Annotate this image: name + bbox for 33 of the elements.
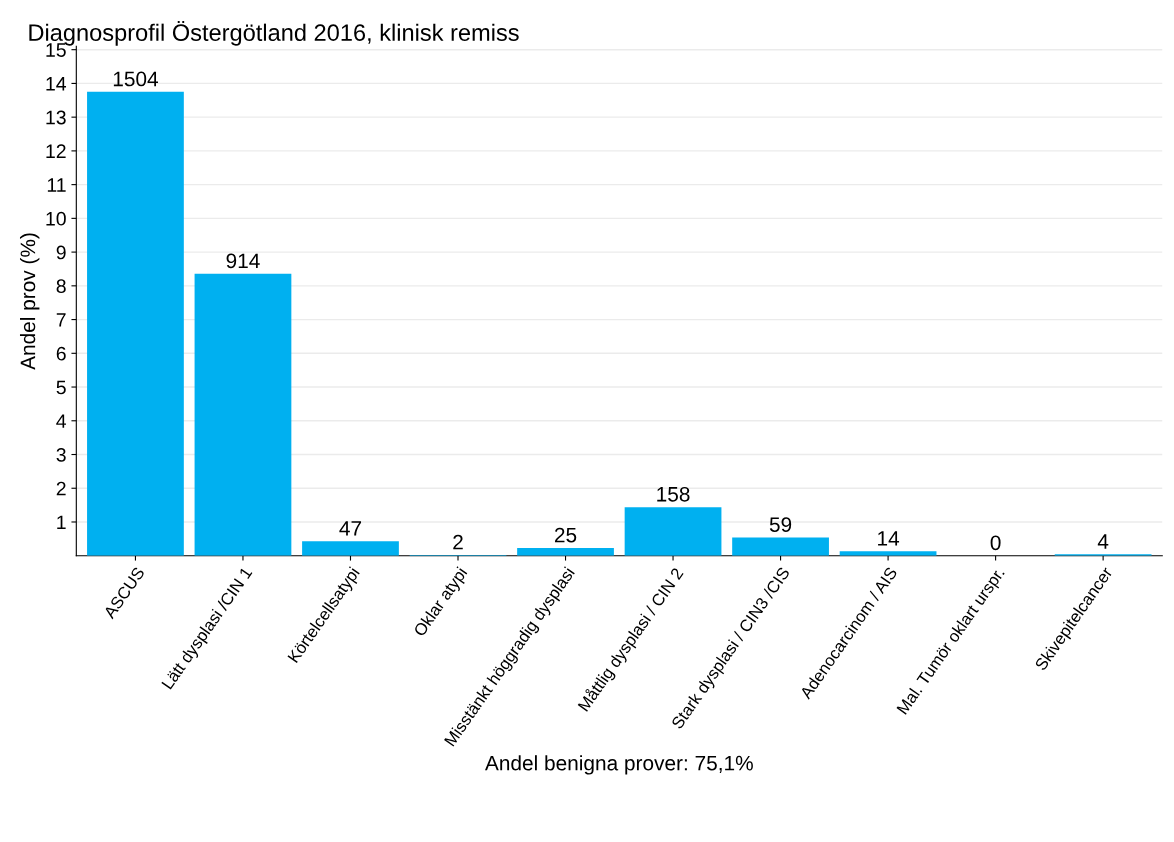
y-tick-label: 14 [46, 77, 67, 91]
bar [194, 273, 292, 556]
y-tick-label: 12 [46, 144, 66, 158]
bar [624, 507, 722, 556]
bar [87, 91, 184, 556]
y-tick-label: 9 [56, 245, 66, 260]
annotation: 1504 [113, 71, 159, 87]
annotation: 158 [657, 486, 690, 502]
y-tick-label: 3 [56, 447, 66, 462]
bar [732, 537, 829, 556]
annotation: 0 [990, 535, 1001, 551]
y-tick-label: 10 [46, 211, 66, 226]
annotation: 14 [878, 531, 900, 546]
annotation: 47 [339, 521, 362, 536]
y-tick-label: 7 [56, 313, 66, 327]
y-axis-title: Andel prov (%) [19, 233, 40, 370]
annotation: 25 [554, 527, 577, 543]
y-tick-label: 1 [57, 515, 66, 530]
x-axis-title: Andel benigna prover: 75,1% [484, 755, 753, 775]
annotation: 59 [769, 517, 792, 532]
annotation: 914 [226, 253, 260, 269]
y-tick-label: 11 [47, 178, 66, 192]
y-tick-label: 13 [46, 110, 66, 125]
bar [517, 547, 614, 556]
y-tick-label: 4 [56, 414, 67, 428]
bar [302, 541, 399, 556]
bar [839, 551, 937, 556]
y-tick-label: 5 [56, 380, 66, 395]
y-tick-label: 2 [56, 481, 66, 496]
annotation: 2 [453, 534, 463, 550]
y-tick-label: 8 [56, 279, 66, 294]
annotation: 4 [1097, 534, 1109, 549]
y-tick-label: 6 [56, 346, 66, 361]
